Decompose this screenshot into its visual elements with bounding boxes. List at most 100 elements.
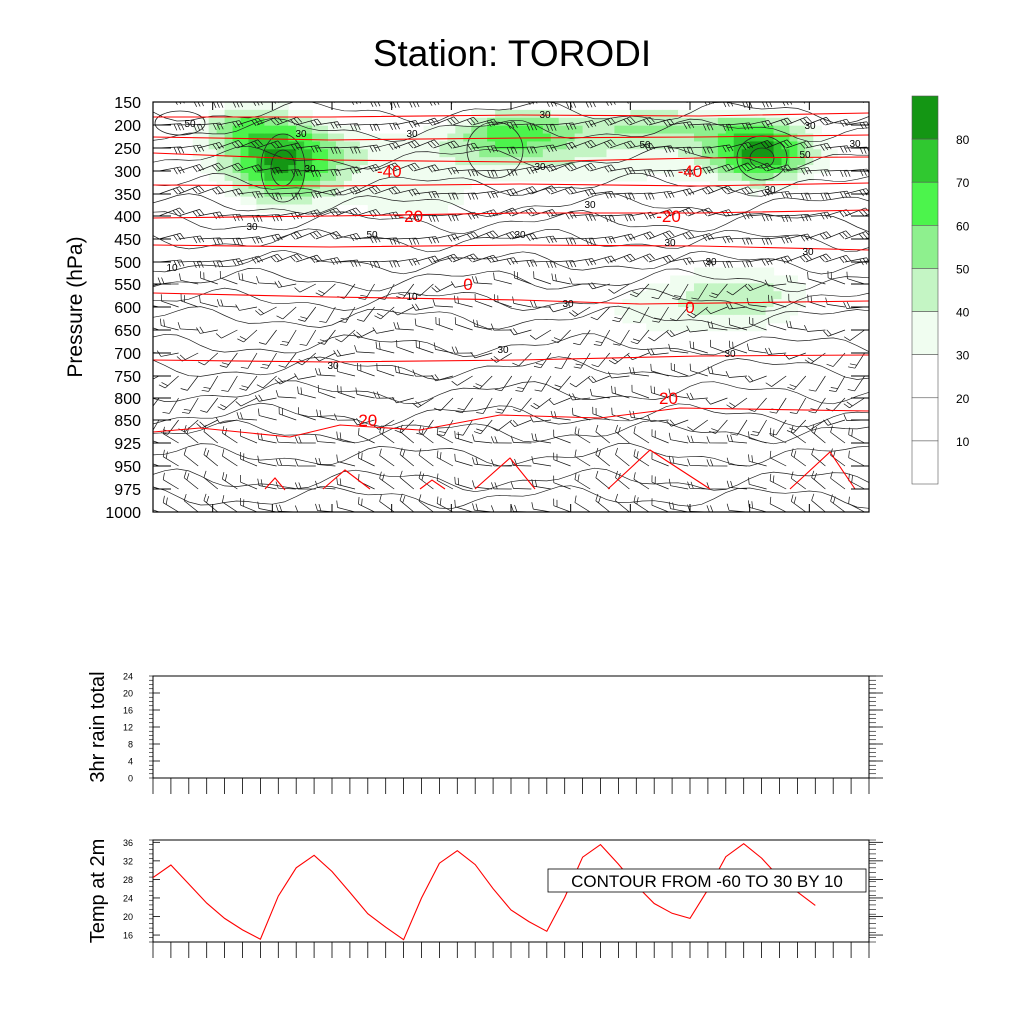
wind-barb xyxy=(392,306,414,316)
wind-barb xyxy=(354,144,381,153)
humidity-cell xyxy=(272,180,281,190)
wind-barb xyxy=(334,413,356,421)
wind-barb xyxy=(651,452,669,467)
humidity-cell xyxy=(534,149,544,158)
humidity-cell xyxy=(646,157,655,166)
wind-barb xyxy=(336,454,356,467)
humidity-cell xyxy=(757,299,767,308)
humidity-cell xyxy=(789,180,798,190)
wind-barb xyxy=(629,102,648,103)
wind-barb xyxy=(433,233,460,242)
humidity-cell xyxy=(781,157,791,166)
humidity-cell xyxy=(757,109,767,119)
humidity-cell xyxy=(511,125,520,135)
wind-barb xyxy=(629,192,655,200)
humidity-cell xyxy=(511,149,520,158)
humidity-cell xyxy=(558,165,568,174)
humidity-cell xyxy=(296,133,305,143)
humidity-cell xyxy=(248,172,258,182)
wind-barb xyxy=(766,117,793,126)
humidity-cell xyxy=(518,125,528,135)
wind-barb xyxy=(451,346,473,354)
humidity-cell xyxy=(463,117,472,127)
humidity-cell xyxy=(757,267,767,277)
wind-barb xyxy=(786,320,806,331)
humidity-cell xyxy=(256,196,265,206)
wind-barb xyxy=(843,397,865,409)
wind-barb xyxy=(612,329,630,346)
humidity-cell xyxy=(693,307,703,316)
humidity-cell xyxy=(248,157,258,166)
wind-barb xyxy=(178,144,205,153)
humidity-cell xyxy=(757,314,767,324)
humidity-cell xyxy=(256,172,265,182)
humidity-cell xyxy=(240,157,250,166)
y-tick-label: 400 xyxy=(114,209,141,226)
wind-barb xyxy=(452,142,479,151)
wind-barb xyxy=(183,424,199,444)
humidity-cell xyxy=(709,117,719,127)
humidity-contour-label: 30 xyxy=(764,185,776,196)
wind-barb xyxy=(433,140,459,149)
wind-barb xyxy=(730,419,748,436)
wind-barb xyxy=(827,270,846,285)
wind-barb xyxy=(790,494,807,512)
humidity-cell xyxy=(749,157,759,166)
wind-barb xyxy=(811,470,826,490)
humidity-cell xyxy=(431,149,440,158)
humidity-cell xyxy=(479,109,488,119)
humidity-cell xyxy=(741,291,751,300)
wind-barb xyxy=(493,272,512,285)
humidity-cell xyxy=(670,133,679,143)
humidity-cell xyxy=(288,149,297,158)
humidity-cell xyxy=(232,149,242,158)
wind-barb xyxy=(790,425,807,444)
humidity-cell xyxy=(662,109,671,119)
wind-barb xyxy=(533,271,552,285)
wind-barb xyxy=(574,449,591,467)
humidity-cell xyxy=(224,157,234,166)
humidity-cell xyxy=(264,180,273,190)
humidity-cell xyxy=(598,157,608,166)
wind-barb xyxy=(725,371,748,378)
humidity-cell xyxy=(495,172,504,182)
wind-barb xyxy=(200,397,219,413)
humidity-cell xyxy=(566,149,576,158)
temperature-contour xyxy=(153,292,869,305)
humidity-cell xyxy=(646,291,655,300)
wind-barb xyxy=(728,317,748,331)
wind-barb xyxy=(196,419,218,429)
humidity-cell xyxy=(312,196,321,206)
humidity-cell xyxy=(781,125,791,135)
humidity-cell xyxy=(304,157,313,166)
colorbar-label: 80 xyxy=(956,133,970,147)
wind-barb xyxy=(433,166,459,175)
humidity-cell xyxy=(709,291,719,300)
humidity-cell xyxy=(693,125,703,135)
humidity-cell xyxy=(725,314,735,324)
humidity-cell xyxy=(232,141,242,150)
humidity-cell xyxy=(479,125,488,135)
humidity-contour-label: 30 xyxy=(295,129,307,140)
humidity-cell xyxy=(741,172,751,182)
wind-barb xyxy=(553,452,571,467)
humidity-cell xyxy=(312,117,321,127)
wind-barb xyxy=(254,394,277,402)
humidity-cell xyxy=(717,267,727,277)
humidity-cell xyxy=(320,172,329,182)
wind-barb xyxy=(830,425,846,444)
wind-barb xyxy=(354,185,381,195)
wind-barb xyxy=(805,192,831,200)
humidity-cell xyxy=(622,157,631,166)
humidity-cell xyxy=(773,275,783,284)
humidity-cell xyxy=(646,149,655,158)
humidity-cell xyxy=(503,109,512,119)
humidity-cell xyxy=(693,283,703,292)
humidity-cell xyxy=(304,196,313,206)
humidity-cell xyxy=(749,267,759,277)
humidity-cell xyxy=(749,314,759,324)
wind-barb xyxy=(687,435,708,444)
humidity-cell xyxy=(765,125,775,135)
humidity-cell xyxy=(304,133,313,143)
wind-barb xyxy=(707,366,728,377)
